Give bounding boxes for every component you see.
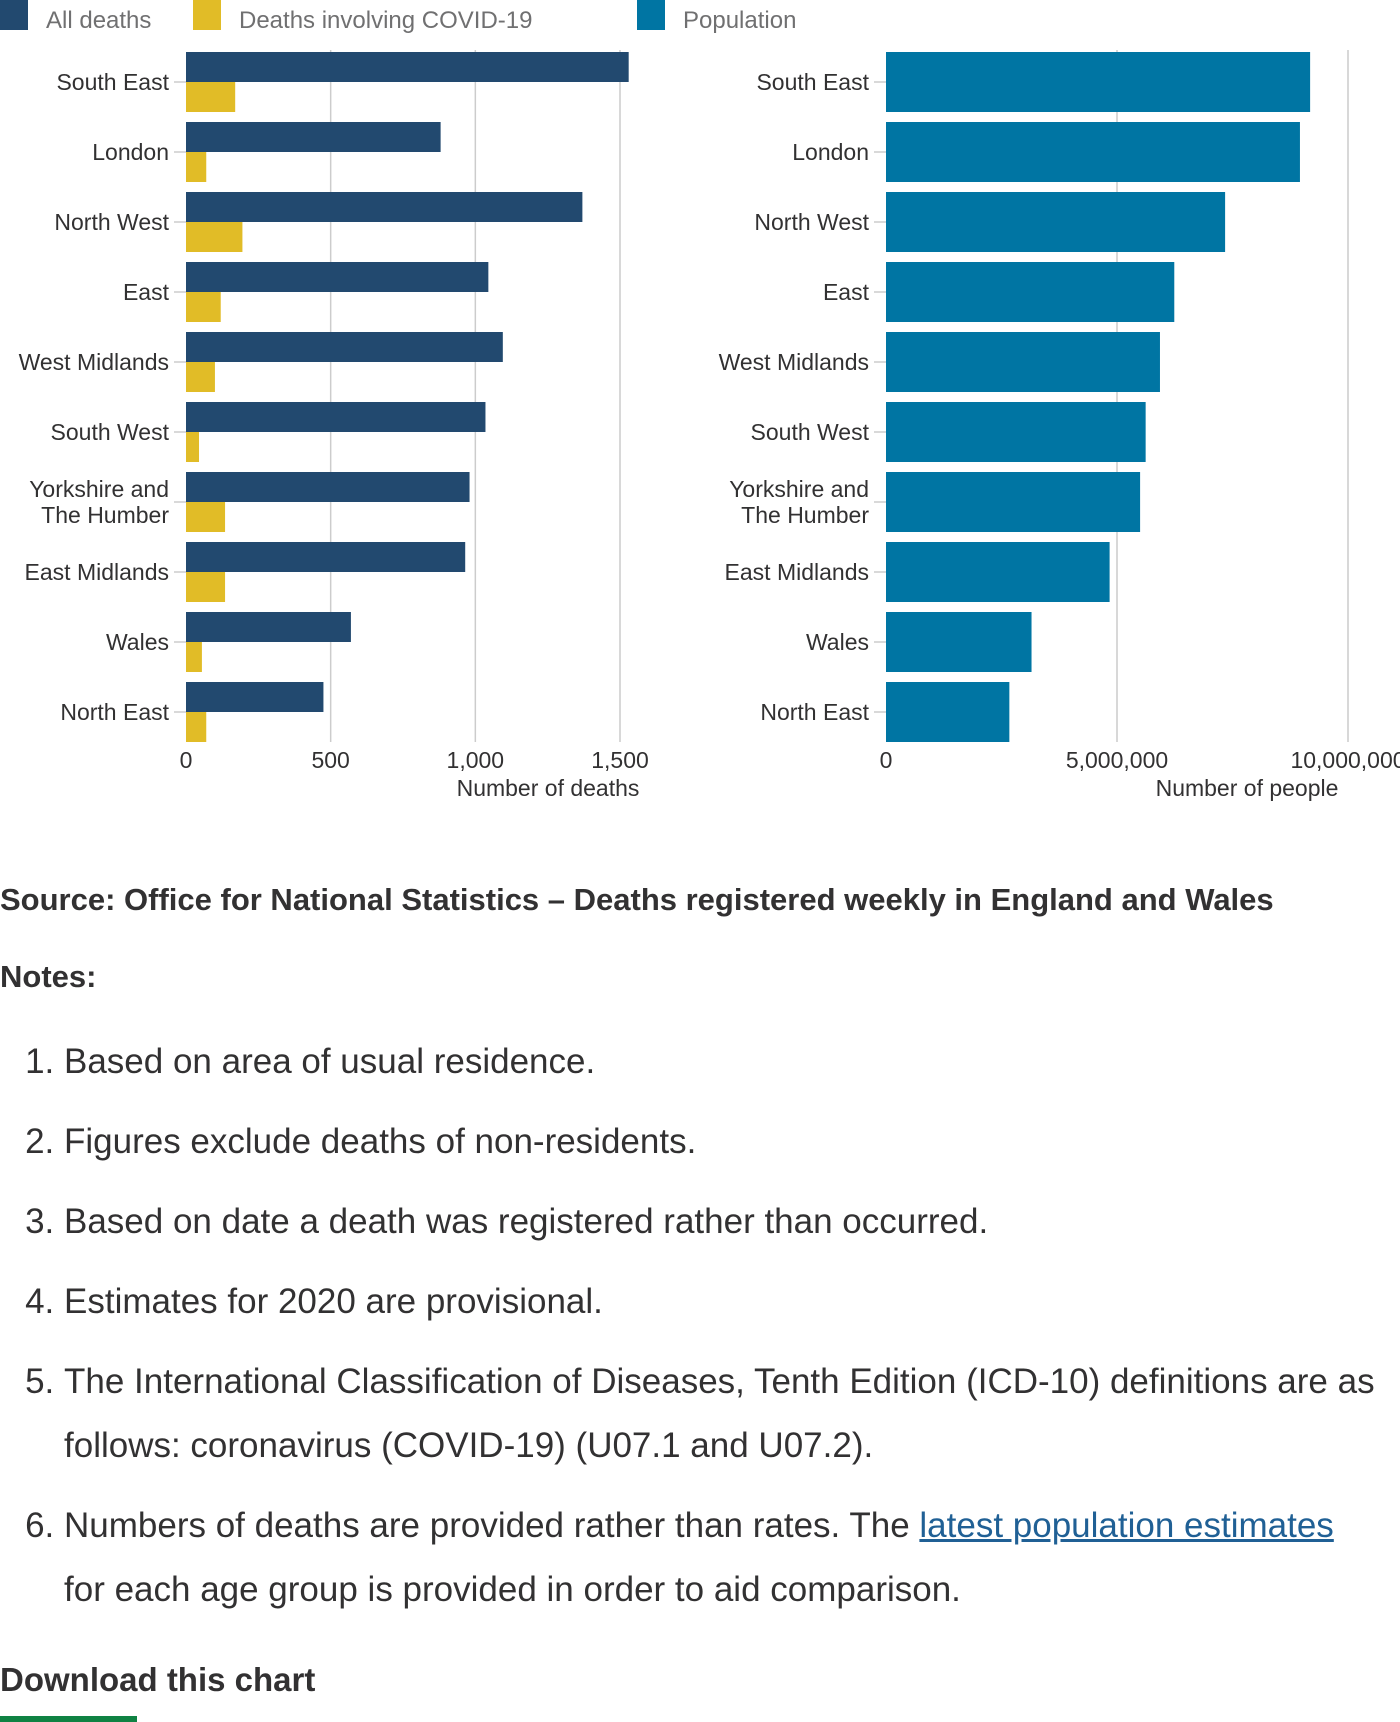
legend-swatch-all-deaths: [0, 0, 28, 30]
population-tick-label: 0: [880, 747, 893, 773]
legend-label-all-deaths: All deaths: [46, 7, 152, 34]
note-item-3: Based on date a death was registered rat…: [64, 1190, 1380, 1254]
deaths-bar: [186, 222, 243, 252]
deaths-bar: [186, 502, 226, 532]
deaths-tick-label: 500: [311, 747, 349, 773]
population-bar: [886, 472, 1141, 532]
population-category-label: East: [823, 279, 870, 305]
population-bar: [886, 262, 1175, 322]
population-bar: [886, 332, 1160, 392]
population-bar: [886, 612, 1032, 672]
bar-charts-svg: 0 500 1,000 1,500 South East London North West…: [19, 50, 1400, 801]
legend-swatch-covid-deaths: [193, 0, 221, 30]
download-chart-heading[interactable]: Download this chart: [0, 1661, 316, 1698]
deaths-bar: [186, 432, 200, 462]
deaths-bar: [186, 122, 441, 152]
legend-label-population: Population: [683, 7, 797, 34]
population-category-label: Wales: [806, 629, 869, 655]
population-category-label: North East: [760, 699, 869, 725]
deaths-category-label: The Humber: [41, 502, 169, 528]
legend-label-covid-deaths: Deaths involving COVID-19: [239, 7, 533, 34]
note-6-text-before: Numbers of deaths are provided rather th…: [64, 1506, 920, 1545]
population-category-label: South West: [751, 419, 870, 445]
population-category-label: East Midlands: [725, 559, 869, 585]
deaths-axis-title: Number of deaths: [457, 775, 640, 801]
note-item-2: Figures exclude deaths of non-residents.: [64, 1110, 1380, 1174]
notes-heading: Notes:: [0, 959, 97, 994]
source-text: Source: Office for National Statistics –…: [0, 882, 1274, 917]
deaths-category-label: Wales: [106, 629, 169, 655]
deaths-bar: [186, 152, 207, 182]
deaths-bar: [186, 542, 466, 572]
deaths-tick-label: 1,500: [591, 747, 649, 773]
deaths-bar: [186, 572, 226, 602]
deaths-category-label: London: [92, 139, 169, 165]
deaths-bar: [186, 642, 202, 672]
deaths-category-label: North West: [54, 209, 169, 235]
charts-area: All deaths Deaths involving COVID-19 Pop…: [0, 0, 1400, 820]
deaths-category-label: Yorkshire and: [29, 476, 169, 502]
deaths-bar: [186, 192, 583, 222]
legend-swatch-population: [637, 0, 665, 30]
deaths-bar: [186, 612, 351, 642]
note-item-5: The International Classification of Dise…: [64, 1350, 1380, 1478]
deaths-category-label: North East: [60, 699, 169, 725]
deaths-category-label: South West: [51, 419, 170, 445]
notes-list: Based on area of usual residence. Figure…: [0, 1030, 1380, 1638]
population-category-label: North West: [754, 209, 869, 235]
deaths-bar: [186, 362, 215, 392]
population-category-label: West Midlands: [719, 349, 869, 375]
deaths-category-label: South East: [56, 69, 169, 95]
population-tick-label: 10,000,000: [1290, 747, 1400, 773]
population-bar: [886, 52, 1311, 112]
population-bar: [886, 542, 1110, 602]
deaths-bar: [186, 682, 324, 712]
population-axis-title: Number of people: [1156, 775, 1339, 801]
population-bar: [886, 402, 1146, 462]
deaths-bar: [186, 292, 221, 322]
population-category-label: London: [792, 139, 869, 165]
deaths-category-label: East: [123, 279, 170, 305]
note-item-1: Based on area of usual residence.: [64, 1030, 1380, 1094]
note-6-text-after: for each age group is provided in order …: [64, 1570, 961, 1609]
population-category-label: The Humber: [741, 502, 869, 528]
deaths-category-label: East Midlands: [25, 559, 169, 585]
deaths-bar: [186, 712, 207, 742]
deaths-bar: [186, 472, 470, 502]
latest-population-estimates-link[interactable]: latest population estimates: [919, 1506, 1334, 1545]
population-tick-label: 5,000,000: [1066, 747, 1168, 773]
population-category-label: Yorkshire and: [729, 476, 869, 502]
deaths-bar: [186, 52, 629, 82]
note-item-6: Numbers of deaths are provided rather th…: [64, 1494, 1380, 1622]
deaths-tick-label: 0: [180, 747, 193, 773]
population-bar: [886, 122, 1300, 182]
deaths-bar: [186, 402, 486, 432]
deaths-bar: [186, 262, 489, 292]
download-tab-underline: [0, 1716, 137, 1722]
deaths-bar: [186, 332, 503, 362]
note-item-4: Estimates for 2020 are provisional.: [64, 1270, 1380, 1334]
deaths-category-label: West Midlands: [19, 349, 169, 375]
population-bar: [886, 682, 1010, 742]
deaths-bar: [186, 82, 236, 112]
population-bar: [886, 192, 1226, 252]
population-category-label: South East: [756, 69, 869, 95]
deaths-tick-label: 1,000: [447, 747, 505, 773]
